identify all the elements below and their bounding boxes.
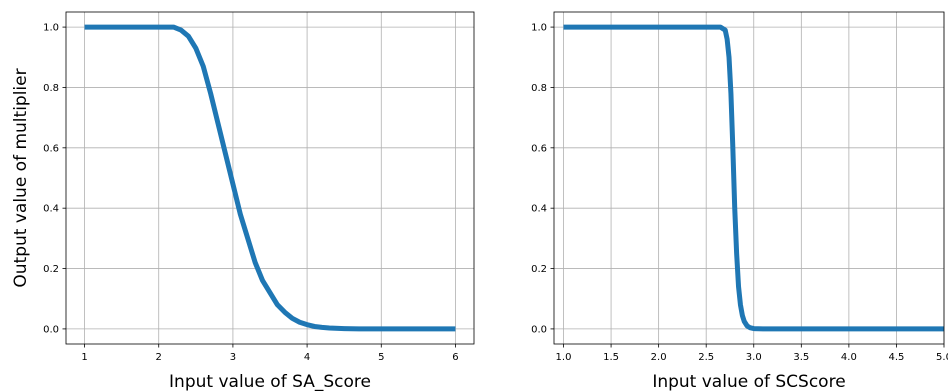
x-tick-label: 4.5	[888, 352, 904, 363]
x-tick-label: 5	[378, 352, 384, 363]
y-tick-label: 0.2	[43, 264, 59, 275]
y-tick-label: 0.0	[43, 324, 59, 335]
left-chart-panel: 1 2 3 4 5 6 0.0 0.2 0.4 0.6 0.8 1.0 Input value of S…	[11, 11, 475, 392]
y-tick-label: 0.6	[531, 143, 547, 154]
x-tick-label: 1.5	[603, 352, 619, 363]
y-tick-label: 1.0	[531, 23, 547, 34]
x-tick-label: 2.0	[651, 352, 667, 363]
x-tick-label: 2.5	[698, 352, 714, 363]
y-tick-label: 0.8	[531, 83, 547, 94]
y-tick-label: 0.0	[531, 324, 547, 335]
plot-frame	[65, 11, 475, 345]
x-tick-label: 5.0	[936, 352, 948, 363]
y-tick-label: 0.4	[43, 204, 59, 215]
y-axis-label: Output value of multiplier	[11, 68, 31, 287]
plot-frame	[553, 11, 945, 345]
y-tick-label: 0.8	[43, 83, 59, 94]
series-line	[563, 24, 944, 332]
x-tick-label: 4	[304, 352, 310, 363]
x-axis-label: Input value of SCScore	[652, 372, 845, 392]
x-axis-label: Input value of SA_Score	[169, 372, 371, 392]
x-tick-label: 3	[230, 352, 236, 363]
y-tick-label: 0.4	[531, 204, 547, 215]
x-tick-label: 4.0	[841, 352, 857, 363]
series-line	[84, 24, 456, 332]
x-tick-label: 3.5	[793, 352, 809, 363]
x-tick-label: 1.0	[556, 352, 572, 363]
x-tick-label: 2	[156, 352, 162, 363]
x-tick-label: 1	[81, 352, 87, 363]
right-chart-panel: 1.0 1.5 2.0 2.5 3.0 3.5 4.0 4.5 5.0 0.0 0.2 0.4 0.6 0…	[531, 11, 948, 392]
x-tick-label: 6	[452, 352, 458, 363]
y-tick-label: 0.6	[43, 143, 59, 154]
y-tick-label: 1.0	[43, 23, 59, 34]
y-tick-label: 0.2	[531, 264, 547, 275]
x-tick-label: 3.0	[746, 352, 762, 363]
